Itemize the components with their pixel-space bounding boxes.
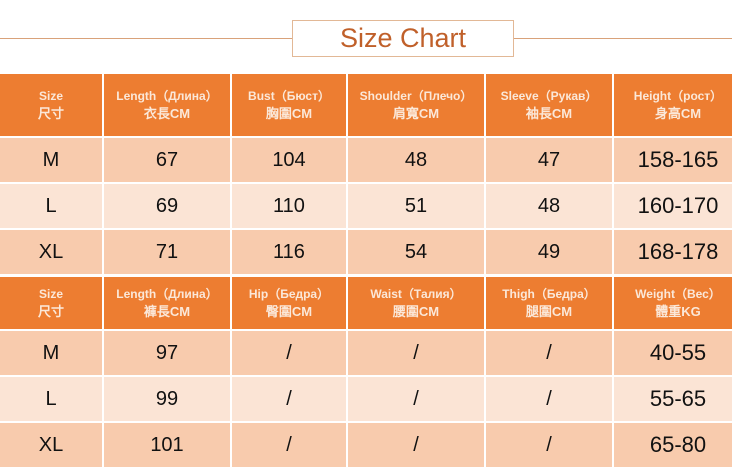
table-cell: / bbox=[232, 377, 346, 421]
table-cell: 160-170 bbox=[614, 184, 732, 228]
header-en: Thigh（Бедра） bbox=[502, 287, 596, 301]
table-cell: / bbox=[486, 377, 612, 421]
header-cell: Length（Длина） 褲長CM bbox=[104, 277, 230, 329]
header-cn: 尺寸 bbox=[37, 304, 64, 319]
table-cell: / bbox=[486, 423, 612, 467]
header-cn: 袖長CM bbox=[525, 106, 573, 121]
header-cell: Bust（Бюст） 胸圍CM bbox=[232, 74, 346, 136]
header-cn: 衣長CM bbox=[143, 106, 191, 121]
table-cell: 65-80 bbox=[614, 423, 732, 467]
header-cn: 褲長CM bbox=[143, 304, 191, 319]
header-en: Waist（Талия） bbox=[370, 287, 462, 301]
table-row: L 99///55-65 bbox=[0, 377, 732, 421]
header-cell: Shoulder（Плечо） 肩寬CM bbox=[348, 74, 484, 136]
table-cell: L bbox=[0, 184, 102, 228]
header-cn: 身高CM bbox=[654, 106, 702, 121]
table-cell: / bbox=[232, 423, 346, 467]
title-line-right bbox=[514, 38, 732, 39]
header-cell: Thigh（Бедра） 腿圍CM bbox=[486, 277, 612, 329]
table-cell: 40-55 bbox=[614, 331, 732, 375]
table-cell: / bbox=[348, 423, 484, 467]
header-en: Size bbox=[38, 287, 63, 301]
title-line-left bbox=[0, 38, 292, 39]
table-cell: 97 bbox=[104, 331, 230, 375]
title-text: Size Chart bbox=[339, 23, 467, 53]
header-cell: Hip（Бедра） 臀圍CM bbox=[232, 277, 346, 329]
table-cell: 48 bbox=[486, 184, 612, 228]
table-cell: / bbox=[348, 331, 484, 375]
header-cn: 臀圍CM bbox=[265, 304, 313, 319]
table-cell: 104 bbox=[232, 138, 346, 182]
table-row: XL 71 116 54 49 168-178 bbox=[0, 230, 732, 274]
header-en: Length（Длина） bbox=[116, 287, 218, 301]
table-row: XL 101///65-80 bbox=[0, 423, 732, 467]
table-cell: XL bbox=[0, 230, 102, 274]
header-row: Size 尺寸 Length（Длина） 衣長CM Bust（Бюст） 胸圍CM Sho… bbox=[0, 74, 732, 136]
size-table-top: Size 尺寸 Length（Длина） 衣長CM Bust（Бюст） 胸圍CM Sho… bbox=[0, 72, 732, 276]
table-cell: 101 bbox=[104, 423, 230, 467]
header-cell: Size 尺寸 bbox=[0, 277, 102, 329]
table-cell: 51 bbox=[348, 184, 484, 228]
table-cell: M bbox=[0, 138, 102, 182]
table-cell: / bbox=[486, 331, 612, 375]
table-cell: 69 bbox=[104, 184, 230, 228]
header-en: Weight（Вес） bbox=[635, 287, 721, 301]
table-cell: 71 bbox=[104, 230, 230, 274]
header-en: Sleeve（Рукав） bbox=[500, 89, 598, 103]
page-title: Size Chart bbox=[292, 20, 514, 57]
header-en: Bust（Бюст） bbox=[248, 89, 330, 103]
header-cell: Length（Длина） 衣長CM bbox=[104, 74, 230, 136]
header-en: Size bbox=[38, 89, 63, 103]
header-en: Height（рост） bbox=[633, 89, 723, 103]
header-en: Hip（Бедра） bbox=[248, 287, 330, 301]
table-cell: 116 bbox=[232, 230, 346, 274]
header-cn: 體重KG bbox=[655, 304, 701, 319]
header-cell: Height（рост） 身高CM bbox=[614, 74, 732, 136]
table-cell: 110 bbox=[232, 184, 346, 228]
table-cell: 67 bbox=[104, 138, 230, 182]
table-cell: 158-165 bbox=[614, 138, 732, 182]
header-cn: 腰圍CM bbox=[392, 304, 440, 319]
header-en: Length（Длина） bbox=[116, 89, 218, 103]
header-cell: Sleeve（Рукав） 袖長CM bbox=[486, 74, 612, 136]
header-cn: 肩寬CM bbox=[392, 106, 440, 121]
header-en: Shoulder（Плечо） bbox=[359, 89, 473, 103]
table-row: M 67 104 48 47 158-165 bbox=[0, 138, 732, 182]
table-cell: 168-178 bbox=[614, 230, 732, 274]
table-cell: / bbox=[348, 377, 484, 421]
header-cell: Waist（Талия） 腰圍CM bbox=[348, 277, 484, 329]
table-row: L 69 110 51 48 160-170 bbox=[0, 184, 732, 228]
header-cell: Size 尺寸 bbox=[0, 74, 102, 136]
table-cell: 54 bbox=[348, 230, 484, 274]
header-cn: 胸圍CM bbox=[265, 106, 313, 121]
table-cell: / bbox=[232, 331, 346, 375]
table-cell: M bbox=[0, 331, 102, 375]
table-cell: 47 bbox=[486, 138, 612, 182]
header-cn: 腿圍CM bbox=[525, 304, 573, 319]
size-table-bottom: Size 尺寸 Length（Длина） 褲長CM Hip（Бедра） 臀圍CM Wai… bbox=[0, 275, 732, 469]
table-row: M 97///40-55 bbox=[0, 331, 732, 375]
table-cell: 99 bbox=[104, 377, 230, 421]
table-cell: 55-65 bbox=[614, 377, 732, 421]
table-cell: 49 bbox=[486, 230, 612, 274]
header-row: Size 尺寸 Length（Длина） 褲長CM Hip（Бедра） 臀圍CM Wai… bbox=[0, 277, 732, 329]
table-cell: 48 bbox=[348, 138, 484, 182]
header-cn: 尺寸 bbox=[37, 106, 64, 121]
table-cell: XL bbox=[0, 423, 102, 467]
table-cell: L bbox=[0, 377, 102, 421]
header-cell: Weight（Вес） 體重KG bbox=[614, 277, 732, 329]
